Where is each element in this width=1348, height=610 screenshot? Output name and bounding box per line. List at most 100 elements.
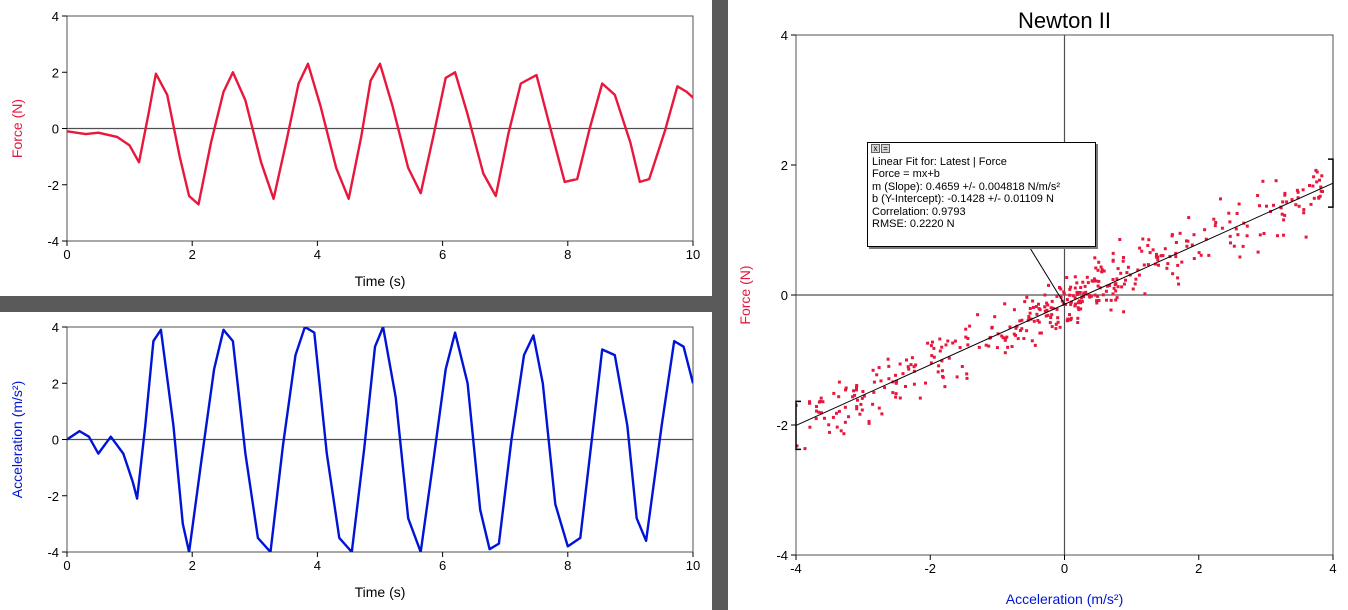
scatter-point [1111, 251, 1115, 255]
scatter-point [1304, 235, 1308, 239]
scatter-point [1312, 196, 1316, 200]
fit-rmse: RMSE: 0.2220 N [872, 218, 955, 231]
scatter-point [1025, 329, 1029, 333]
scatter-point [941, 375, 945, 378]
scatter-point [990, 325, 994, 329]
scatter-point [1073, 275, 1077, 279]
newton-ii-chart[interactable]: -4 -2 0 2 4 -4 -2 0 2 4 Acceleration (m/s²) Force (… [728, 0, 1348, 610]
scatter-point [867, 421, 871, 425]
scatter-point [1157, 263, 1160, 267]
scatter-point [1133, 282, 1137, 286]
scatter-point [1146, 263, 1150, 267]
scatter-point [827, 423, 831, 427]
scatter-point [1294, 203, 1298, 207]
scatter-point [1043, 309, 1047, 313]
scatter-point [1147, 238, 1151, 242]
x-tick-label: 4 [1329, 561, 1336, 576]
scatter-point [1045, 308, 1049, 312]
scatter-point [946, 339, 950, 343]
force-time-chart[interactable]: 0 2 4 6 8 10 -4 -2 0 2 4 Time (s) Force (N) [0, 0, 712, 296]
scatter-point [984, 343, 988, 347]
scatter-point [964, 335, 968, 339]
scatter-point [1036, 319, 1040, 322]
scatter-point [1171, 272, 1175, 276]
y-tick-label: 2 [52, 376, 59, 391]
fit-correlation: Correlation: 0.9793 [872, 205, 966, 218]
close-icon[interactable]: x [871, 144, 880, 153]
scatter-point [1056, 316, 1060, 320]
scatter-point [1074, 302, 1077, 306]
scatter-point [1283, 213, 1287, 217]
scatter-point [1087, 293, 1091, 297]
scatter-point [1228, 234, 1232, 238]
scatter-point [1076, 316, 1080, 320]
scatter-point [1043, 293, 1047, 297]
scatter-point [976, 313, 980, 317]
scatter-point [1044, 314, 1048, 318]
scatter-point [796, 444, 799, 448]
scatter-point [898, 362, 902, 366]
scatter-point [855, 405, 859, 409]
scatter-point [1030, 339, 1034, 343]
fit-intercept: b (Y-Intercept): -0.1428 +/- 0.01109 N [872, 193, 1054, 206]
scatter-point [964, 327, 968, 331]
scatter-point [1000, 334, 1004, 338]
scatter-point [819, 396, 823, 400]
scatter-point [943, 385, 947, 389]
horizontal-divider[interactable] [0, 296, 712, 312]
scatter-point [859, 402, 863, 406]
scatter-point [1014, 326, 1018, 330]
scatter-point [1102, 269, 1106, 273]
scatter-point [1077, 308, 1081, 312]
scatter-point [835, 411, 838, 415]
scatter-point [1120, 285, 1124, 289]
fit-equation: Force = mx+b [872, 168, 940, 181]
scatter-point [940, 345, 944, 349]
scatter-point [871, 368, 875, 372]
scatter-point [1062, 292, 1066, 296]
scatter-point [965, 376, 969, 380]
scatter-point [867, 420, 871, 423]
linear-fit-annotation[interactable]: x = Linear Fit for: Latest | Force Force… [867, 142, 1096, 247]
scatter-point [1258, 204, 1261, 208]
scatter-point [1025, 295, 1029, 299]
scatter-point [1065, 298, 1069, 302]
scatter-point [1086, 281, 1090, 285]
scatter-point [1096, 284, 1100, 288]
scatter-point [815, 409, 818, 413]
y-axis-label: Acceleration (m/s²) [9, 381, 25, 498]
scatter-point [1082, 295, 1085, 299]
scatter-point [894, 395, 898, 399]
scatter-point [891, 391, 895, 395]
scatter-point [993, 315, 997, 319]
scatter-point [1146, 244, 1150, 247]
scatter-point [1115, 277, 1119, 281]
acceleration-time-chart[interactable]: 0 2 4 6 8 10 -4 -2 0 2 4 Time (s) Acceleration (m/s²… [0, 312, 712, 610]
menu-icon[interactable]: = [881, 144, 890, 153]
scatter-point [1079, 307, 1083, 311]
scatter-point [932, 355, 936, 359]
scatter-point [1071, 294, 1075, 298]
x-tick-label: 2 [1195, 561, 1202, 576]
scatter-point [1068, 293, 1072, 297]
scatter-point [1008, 325, 1012, 329]
scatter-point [1045, 301, 1049, 305]
scatter-point [1111, 278, 1115, 281]
scatter-point [1296, 190, 1300, 194]
scatter-point [901, 372, 905, 376]
scatter-point [1174, 241, 1178, 244]
scatter-point [894, 392, 898, 396]
scatter-point [906, 365, 910, 369]
scatter-point [1155, 252, 1158, 256]
scatter-point [1058, 286, 1061, 289]
scatter-point [1114, 289, 1118, 293]
scatter-point [872, 390, 876, 394]
scatter-point [1028, 307, 1032, 310]
scatter-point [1049, 316, 1053, 319]
chart-title: Newton II [1018, 8, 1111, 33]
scatter-point [1282, 233, 1285, 237]
scatter-point [855, 384, 859, 387]
y-tick-label: -4 [776, 548, 788, 563]
vertical-divider[interactable] [712, 0, 728, 610]
scatter-point [1076, 306, 1080, 310]
